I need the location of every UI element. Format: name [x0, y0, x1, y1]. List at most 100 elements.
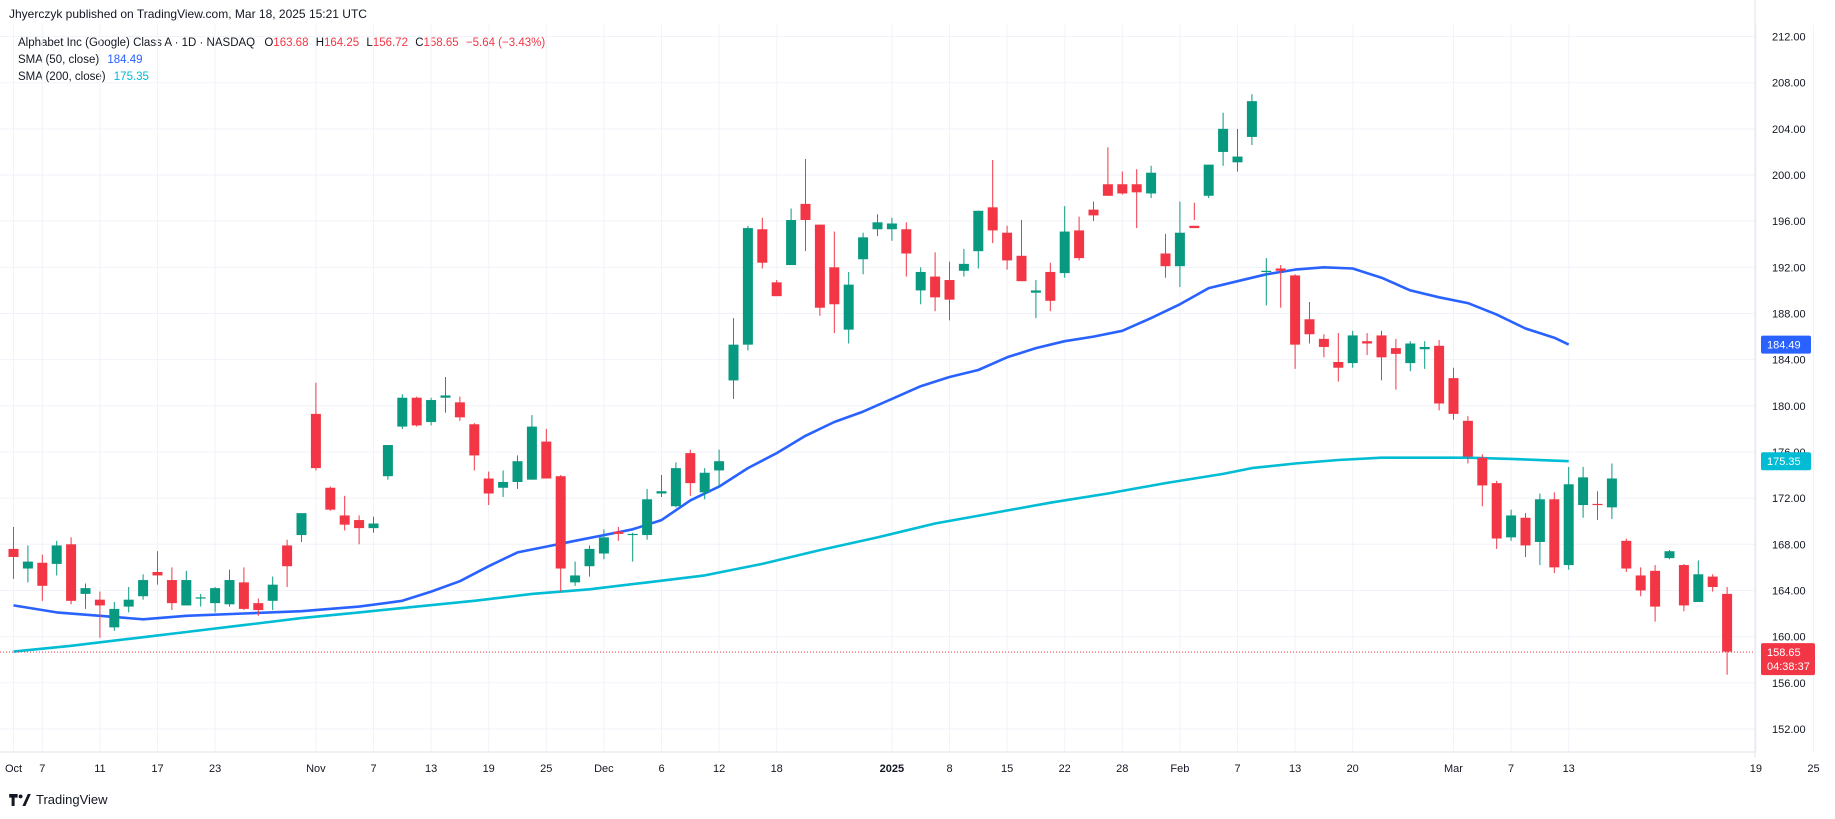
- sma50-axis-label-tag: [1761, 335, 1811, 354]
- candle-body-down: [1462, 420, 1473, 457]
- candle-body-up: [181, 580, 192, 606]
- x-tick-label: 12: [713, 763, 725, 775]
- y-tick-label: 152.00: [1772, 724, 1806, 736]
- candle-body-down: [325, 487, 336, 510]
- candle-body-up: [699, 472, 710, 493]
- candle-body-up: [1232, 156, 1243, 163]
- candle-body-up: [886, 223, 897, 230]
- footer-brand-text: TradingView: [36, 792, 108, 807]
- legend-symbol-row: Alphabet Inc (Google) Class A · 1D · NAS…: [18, 35, 545, 52]
- candle-body-down: [800, 203, 811, 221]
- sma200-line: [13, 456, 1569, 653]
- candle-body-up: [138, 580, 149, 597]
- candle-body-down: [1275, 268, 1286, 271]
- candle-body-up: [1174, 232, 1185, 267]
- legend-sma200-row[interactable]: SMA (200, close) 175.35: [18, 69, 545, 86]
- candle-body-down: [613, 531, 624, 534]
- candle-body-up: [958, 263, 969, 271]
- candle-body-down: [1448, 378, 1459, 414]
- x-tick-label: 19: [1750, 763, 1762, 775]
- candle-body-up: [670, 468, 681, 507]
- candle-body-up: [1405, 343, 1416, 364]
- x-tick-label: 13: [425, 763, 437, 775]
- y-tick-label: 172.00: [1772, 493, 1806, 505]
- x-tick-label: 7: [1508, 763, 1514, 775]
- x-tick-label: 2025: [880, 763, 904, 775]
- change-value: −5.64 (−3.43%): [465, 37, 546, 49]
- x-tick-label: 7: [39, 763, 45, 775]
- x-tick-label: 20: [1347, 763, 1359, 775]
- candle-body-up: [915, 271, 926, 291]
- x-tick-label: 23: [209, 763, 221, 775]
- y-tick-label: 184.00: [1772, 355, 1806, 367]
- sma50-axis-label-text: 184.49: [1767, 340, 1801, 352]
- candle-body-down: [282, 545, 293, 567]
- candle-body-down: [1160, 253, 1171, 267]
- x-tick-label: 8: [946, 763, 952, 775]
- candle-body-up: [109, 608, 120, 628]
- candle-body-up: [1606, 478, 1617, 508]
- candle-body-up: [123, 599, 134, 607]
- x-tick-label: 19: [483, 763, 495, 775]
- legend-sma50-row[interactable]: SMA (50, close) 184.49: [18, 52, 545, 69]
- candle-body-down: [1088, 209, 1099, 216]
- x-tick-label: 17: [151, 763, 163, 775]
- price-chart[interactable]: 152.00156.00160.00164.00168.00172.00176.…: [0, 0, 1835, 790]
- candle-body-down: [469, 424, 480, 456]
- y-tick-label: 168.00: [1772, 539, 1806, 551]
- candle-body-down: [1189, 225, 1200, 229]
- candle-body-up: [51, 545, 62, 564]
- candle-body-down: [1621, 540, 1632, 569]
- candle-body-up: [1246, 101, 1257, 137]
- candle-body-down: [1722, 593, 1733, 652]
- candle-body-down: [1362, 341, 1373, 344]
- x-tick-label: 13: [1289, 763, 1301, 775]
- candle-body-down: [771, 282, 782, 297]
- y-tick-label: 196.00: [1772, 216, 1806, 228]
- x-tick-label: 18: [771, 763, 783, 775]
- chart-legend: Alphabet Inc (Google) Class A · 1D · NAS…: [18, 35, 545, 86]
- x-tick-label: 7: [1234, 763, 1240, 775]
- candle-body-down: [901, 229, 912, 254]
- high-label: H: [315, 37, 324, 49]
- open-value: 163.68: [273, 37, 309, 49]
- candle-body-down: [238, 582, 249, 609]
- candle-body-up: [440, 395, 451, 398]
- y-tick-label: 192.00: [1772, 262, 1806, 274]
- sma50-line: [13, 266, 1570, 621]
- open-label: O: [264, 37, 274, 49]
- candle-body-up: [512, 461, 523, 482]
- candle-body-down: [1635, 575, 1646, 591]
- candle-body-down: [411, 397, 422, 426]
- candle-body-up: [1261, 270, 1272, 272]
- candle-body-down: [253, 603, 264, 611]
- candle-body-down: [1491, 483, 1502, 539]
- candle-body-down: [1304, 319, 1315, 335]
- candle-body-up: [397, 397, 408, 427]
- candle-body-up: [1419, 346, 1430, 350]
- x-tick-label: Dec: [594, 763, 614, 775]
- candle-body-up: [1146, 172, 1157, 194]
- candle-body-down: [930, 276, 941, 298]
- low-label: L: [366, 37, 373, 49]
- candle-body-up: [1203, 164, 1214, 196]
- candle-body-up: [1693, 574, 1704, 602]
- candle-body-up: [1563, 484, 1574, 566]
- x-tick-label: 28: [1116, 763, 1128, 775]
- candle-body-up: [973, 210, 984, 252]
- candle-body-down: [37, 562, 48, 586]
- candle-body-down: [8, 548, 19, 557]
- candle-body-up: [584, 548, 595, 567]
- x-tick-label: 15: [1001, 763, 1013, 775]
- candle-body-up: [656, 491, 667, 494]
- candle-body-down: [1074, 230, 1085, 259]
- symbol-name[interactable]: Alphabet Inc (Google) Class A · 1D · NAS…: [18, 37, 256, 49]
- candle-body-down: [483, 478, 494, 494]
- candle-body-down: [1434, 345, 1445, 404]
- candle-body-up: [1347, 335, 1358, 364]
- sma200-label: SMA (200, close): [18, 71, 106, 83]
- footer-brand[interactable]: TradingView: [9, 792, 108, 807]
- candle-body-up: [598, 537, 609, 554]
- candle-body-down: [1117, 184, 1128, 194]
- candle-body-up: [742, 228, 753, 345]
